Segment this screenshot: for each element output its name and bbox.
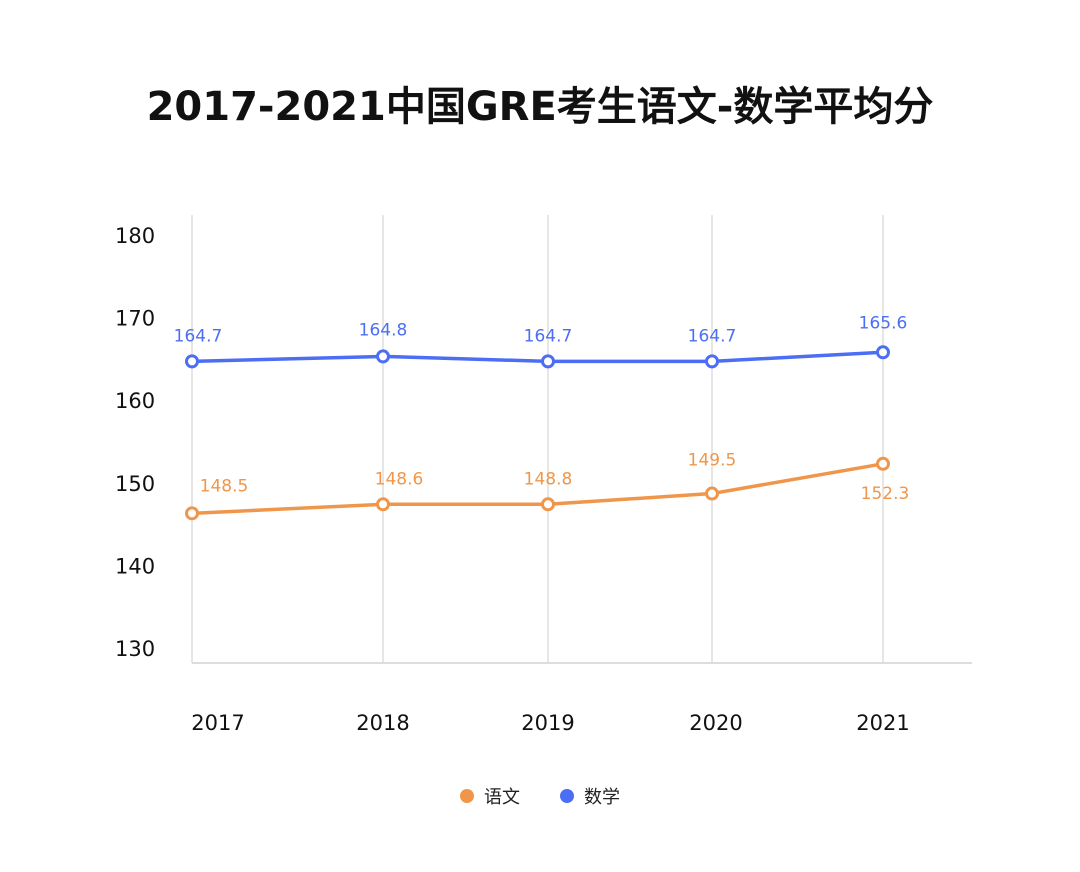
legend-dot-icon [460, 789, 474, 803]
y-tick-label: 170 [115, 307, 155, 331]
legend-dot-icon [560, 789, 574, 803]
y-tick-label: 150 [115, 472, 155, 496]
data-label: 149.5 [688, 451, 737, 471]
series-lines [185, 345, 890, 521]
x-tick-label: 2021 [856, 711, 909, 735]
data-point[interactable] [376, 497, 390, 512]
chart-title: 2017-2021中国GRE考生语文-数学平均分 [146, 84, 934, 130]
data-label: 164.8 [359, 320, 408, 340]
series-line-1 [191, 350, 884, 364]
data-point[interactable] [541, 497, 555, 512]
data-label: 148.6 [375, 469, 424, 489]
data-point[interactable] [185, 354, 199, 369]
data-label: 148.8 [524, 469, 573, 489]
data-point[interactable] [876, 456, 890, 471]
legend-item-series-0[interactable]: 语文 [460, 783, 520, 809]
data-label: 164.7 [174, 326, 223, 346]
x-tick-label: 2017 [191, 711, 244, 735]
data-point[interactable] [185, 506, 199, 521]
data-label: 164.7 [688, 326, 737, 346]
x-tick-label: 2019 [521, 711, 574, 735]
data-point[interactable] [541, 354, 555, 369]
data-label: 148.5 [200, 476, 249, 496]
data-point[interactable] [705, 486, 719, 501]
data-point[interactable] [705, 354, 719, 369]
data-labels: 148.5 148.6 148.8 149.5 152.3 164.7 164.8 164.7… [174, 313, 910, 504]
y-tick-label: 140 [115, 554, 155, 578]
grid-lines [191, 215, 884, 663]
legend-item-series-1[interactable]: 数学 [560, 783, 620, 809]
data-label: 152.3 [861, 484, 910, 504]
legend-label: 语文 [484, 787, 520, 808]
axes: 130 140 150 160 170 180 2017 2018 2019 2020 2021 [115, 224, 972, 735]
x-tick-label: 2018 [356, 711, 409, 735]
x-tick-label: 2020 [689, 711, 742, 735]
legend: 语文 数学 [0, 783, 1080, 809]
data-label: 164.7 [524, 326, 573, 346]
y-tick-label: 160 [115, 389, 155, 413]
data-point[interactable] [376, 349, 390, 364]
data-point[interactable] [876, 345, 890, 360]
y-tick-label: 180 [115, 224, 155, 248]
legend-label: 数学 [584, 787, 620, 808]
y-tick-label: 130 [115, 637, 155, 661]
data-label: 165.6 [859, 313, 908, 333]
